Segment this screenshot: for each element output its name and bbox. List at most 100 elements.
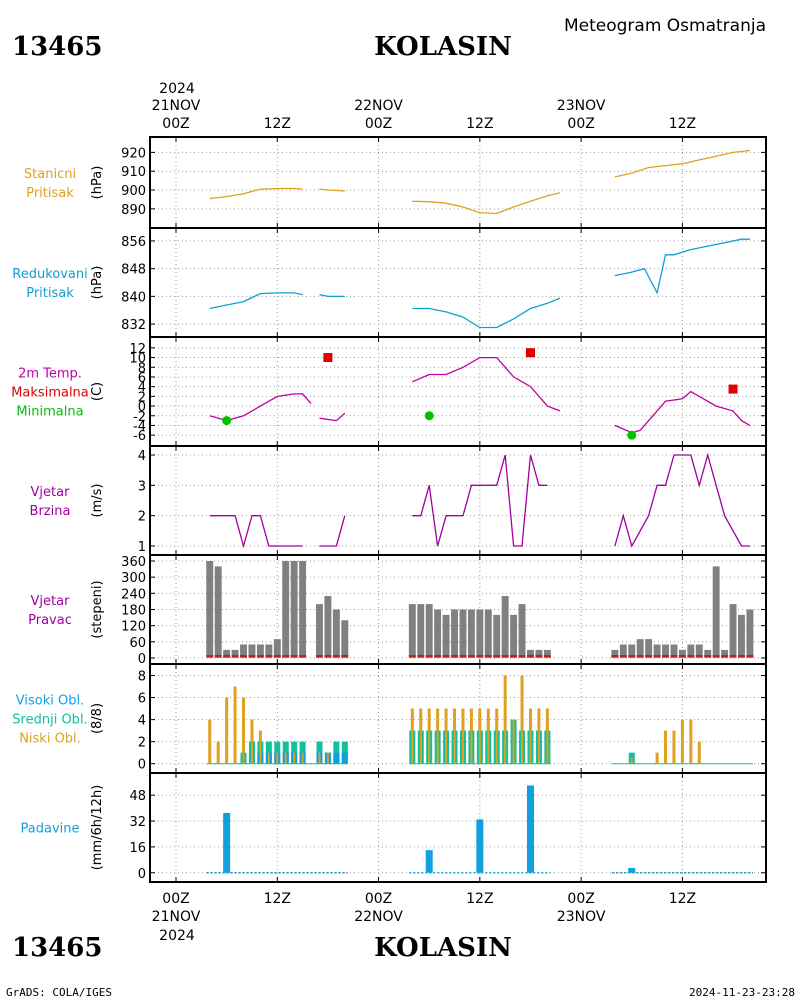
panel-unit: (C) [90,382,105,401]
time-tick-label-top: 00Z [567,116,594,132]
station-pressure-line [412,192,561,215]
low-cloud-bar-overlay [259,730,262,764]
wind-direction-bar [240,644,247,658]
low-cloud-bar-overlay [242,697,245,764]
wind-direction-bar [678,649,686,658]
y-tick-label: 4 [138,714,146,729]
mid-cloud-bar [333,741,340,764]
wind-direction-base-mark [316,655,323,657]
wind-direction-base-mark [662,655,669,657]
low-cloud-bar-overlay [698,741,701,764]
wind-direction-base-mark [712,655,720,657]
wind-direction-base-mark [687,655,695,657]
y-tick-label: 1 [138,540,146,555]
y-tick-label: 0 [138,400,146,415]
low-cloud-bar-overlay [681,719,684,764]
temperature-line [319,412,346,422]
low-cloud-bar-overlay [495,708,498,764]
low-cloud-bar-overlay [293,752,296,764]
date-label-top: 23NOV [557,98,606,114]
station-id-top: 13465 [12,32,102,62]
panel-label: 2m Temp. [18,367,82,382]
wind-direction-base-mark [290,655,298,657]
y-tick-label: 3 [138,479,146,494]
wind-direction-bar [434,609,442,658]
wind-direction-bar [476,609,484,658]
panel-label: Padavine [21,822,80,837]
wind-direction-bar [729,604,737,658]
y-tick-label: 6 [138,692,146,707]
station-pressure-line [209,187,303,200]
precipitation-bar [476,819,484,873]
wind-direction-bar [712,566,720,658]
wind-direction-bar [662,644,669,658]
wind-direction-bar [451,609,458,658]
low-cloud-bar-overlay [664,730,667,764]
time-tick-label-top: 12Z [669,116,696,132]
high-cloud-bar [333,752,340,764]
mid-cloud-bar [341,741,348,764]
low-cloud-bar-overlay [487,708,490,764]
wind-direction-bar [265,644,273,658]
wind-direction-base-mark [324,655,332,657]
panel-label: Stanicni [24,167,76,182]
wind-direction-bar [341,620,349,658]
wind-direction-base-mark [527,655,534,657]
mid-cloud-bar [316,741,323,764]
y-tick-label: -4 [133,419,146,434]
low-cloud-bar-overlay [326,752,329,764]
panel-label: Redukovani [12,267,87,282]
wind-direction-bar [467,609,475,658]
wind-direction-base-mark [265,655,273,657]
wind-direction-base-mark [341,655,349,657]
y-tick-label: 60 [129,636,146,651]
mid-cloud-bar [299,741,306,764]
wind-direction-bar [417,604,425,658]
date-label-bottom: 21NOV [152,909,201,925]
low-cloud-bar-overlay [453,708,456,764]
y-tick-label: 16 [129,841,146,856]
y-tick-label: 4 [138,381,146,396]
wind-direction-bar [324,596,332,658]
y-tick-label: 360 [121,555,146,570]
wind-direction-base-mark [721,655,729,657]
footer-timestamp: 2024-11-23-23:28 [689,986,795,999]
wind-direction-base-mark [695,655,703,657]
y-tick-label: 840 [121,290,146,305]
wind-direction-bar [248,644,256,658]
y-tick-label: 848 [121,263,146,278]
low-cloud-bar-overlay [521,675,524,764]
mid-cloud-bar [282,741,289,764]
wind-direction-base-mark [408,655,416,657]
wind-direction-bar [484,609,492,658]
wind-speed-line [319,515,346,547]
y-tick-label: 2 [138,510,146,525]
panel-frame [149,336,767,447]
max-temp-marker [525,348,535,358]
wind-direction-base-mark [518,655,526,657]
y-tick-label: 2 [138,390,146,405]
wind-direction-base-mark [467,655,475,657]
low-cloud-bar-overlay [419,708,422,764]
low-cloud-bar-overlay [234,686,237,764]
low-cloud-bar-overlay [504,675,507,764]
y-tick-label: 832 [121,318,146,333]
wind-speed-line [412,454,548,547]
wind-direction-base-mark [670,655,678,657]
wind-direction-bar [223,649,231,658]
time-tick-label-top: 00Z [365,116,392,132]
wind-direction-base-mark [459,655,467,657]
time-tick-label-top: 12Z [466,116,493,132]
y-tick-label: 920 [121,146,146,161]
wind-direction-bar [316,604,323,658]
panel-label: Maksimalna [11,386,89,401]
time-tick-label-bottom: 00Z [162,891,189,907]
y-tick-label: -2 [133,410,146,425]
wind-direction-base-mark [678,655,686,657]
panel-frame [149,445,767,556]
wind-direction-base-mark [653,655,661,657]
low-cloud-bar-overlay [411,708,414,764]
wind-speed-line [614,452,750,548]
wind-direction-bar [408,604,416,658]
wind-direction-base-mark [746,655,754,657]
